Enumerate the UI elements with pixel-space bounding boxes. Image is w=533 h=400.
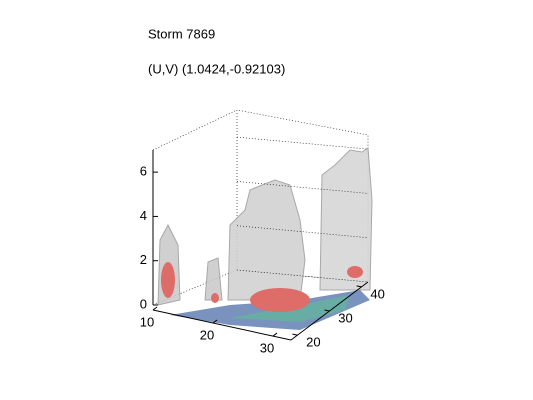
red-isosurface: [347, 266, 363, 278]
z-tick-label: 6: [140, 164, 147, 179]
x-tick-label: 20: [200, 327, 214, 342]
x-axis: [152, 309, 292, 341]
grid-line: [236, 136, 369, 150]
y-tick: [356, 285, 362, 288]
x-tick: [272, 332, 278, 337]
chart-title: Storm 7869: [148, 26, 215, 41]
red-isosurface: [211, 293, 219, 303]
storm-surfaces: [157, 147, 373, 330]
x-tick: [212, 319, 218, 324]
grid-line: [236, 181, 369, 194]
x-tick: [152, 306, 158, 311]
y-tick: [292, 333, 298, 336]
y-tick: [324, 309, 330, 312]
y-tick-label: 30: [338, 310, 352, 325]
top-edge: [152, 109, 238, 151]
x-tick-label: 10: [140, 314, 154, 329]
z-tick-label: 0: [140, 296, 147, 311]
grid-line: [236, 225, 369, 239]
y-tick-label: 20: [306, 335, 320, 350]
chart-subtitle: (U,V) (1.0424,-0.92103): [148, 61, 285, 76]
z-tick-label: 2: [140, 252, 147, 267]
red-isosurface: [161, 262, 175, 298]
gray-isosurface: [319, 147, 373, 291]
y-tick-label: 40: [370, 286, 384, 301]
red-isosurface: [250, 288, 310, 312]
x-tick-label: 30: [260, 341, 274, 356]
z-tick-label: 4: [140, 208, 147, 223]
gray-isosurface: [227, 179, 306, 301]
grid-line: [236, 269, 369, 283]
